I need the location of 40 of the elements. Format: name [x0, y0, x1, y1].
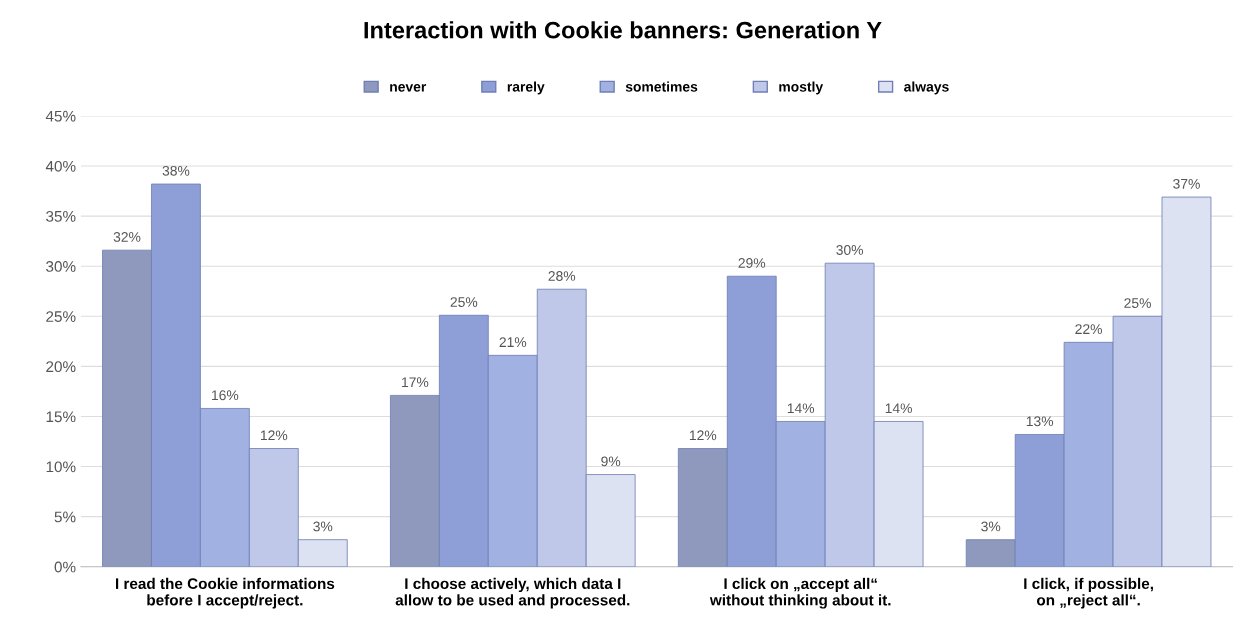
data-label: 17%: [402, 377, 429, 388]
data-label: 32%: [113, 232, 141, 242]
data-label: 14%: [787, 403, 815, 414]
legend-label: rarely: [507, 81, 545, 95]
chart-title: Interaction with Cookie banners: Generation Y: [364, 21, 882, 39]
data-label: 25%: [1124, 298, 1151, 308]
x-tick-label: I choose actively, which data I allow to be used and processed.: [395, 577, 630, 609]
y-tick-label: 40%: [45, 160, 76, 172]
y-tick-label: 30%: [46, 261, 76, 272]
data-label: 29%: [738, 258, 766, 268]
data-label: 16%: [212, 390, 239, 401]
data-label: 22%: [1075, 324, 1102, 334]
data-label: 14%: [885, 403, 912, 414]
data-label: 13%: [1026, 416, 1054, 427]
legend-label: sometimes: [625, 81, 698, 92]
data-label: 25%: [450, 297, 478, 307]
data-label: 37%: [1173, 178, 1200, 189]
legend-label: never: [390, 84, 427, 92]
y-tick-label: 45%: [45, 110, 76, 122]
x-tick-label: I click, if possible, on „reject all“.: [1024, 577, 1153, 609]
y-tick-label: 20%: [46, 361, 76, 373]
data-label: 3%: [981, 521, 1001, 532]
legend-label: always: [904, 81, 949, 95]
y-tick-label: 25%: [46, 311, 76, 322]
data-label: 3%: [313, 521, 333, 532]
data-label: 28%: [548, 271, 576, 281]
data-label: 21%: [499, 337, 527, 347]
y-tick-label: 35%: [46, 210, 76, 222]
y-tick-label: 10%: [46, 461, 76, 473]
data-label: 9%: [601, 456, 621, 467]
data-label: 30%: [836, 245, 864, 255]
data-label: 38%: [162, 165, 190, 176]
y-tick-label: 15%: [46, 411, 76, 423]
legend-label: mostly: [779, 81, 824, 95]
x-tick-label: I click on „accept all“ without thinking about it.: [709, 577, 891, 609]
y-tick-label: 0%: [54, 561, 76, 573]
y-tick-label: 5%: [54, 511, 76, 523]
data-label: 12%: [689, 430, 717, 441]
x-tick-label: I read the Cookie informations before I accept/reject.: [115, 577, 335, 609]
data-label: 12%: [260, 430, 288, 441]
